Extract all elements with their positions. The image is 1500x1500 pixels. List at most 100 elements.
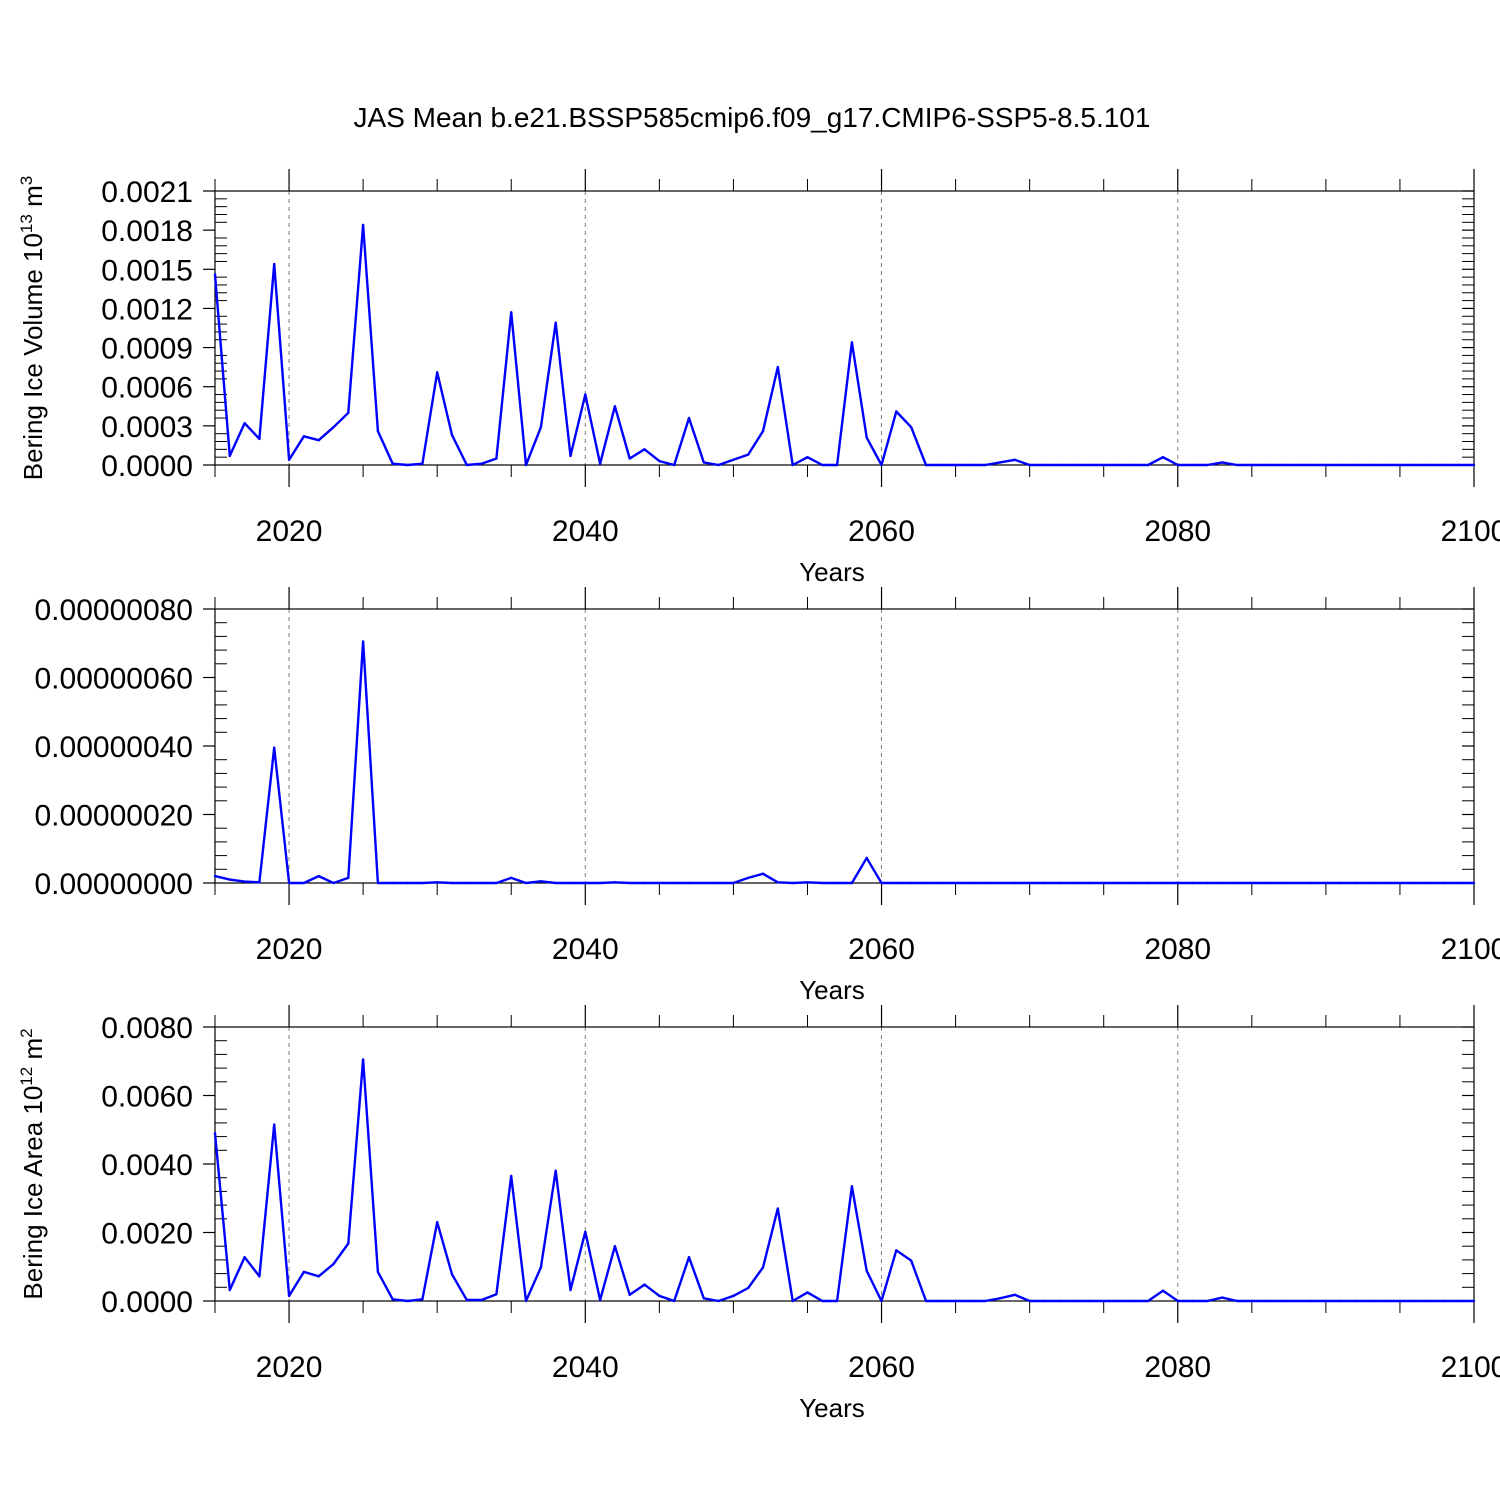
data-point	[732, 881, 735, 885]
y-axis-label: Bering Ice Area 1012 m2	[17, 1028, 48, 1299]
data-point	[658, 881, 661, 885]
data-point	[969, 1299, 972, 1303]
data-point	[1161, 1289, 1165, 1292]
data-point	[1472, 881, 1476, 885]
data-point	[1072, 463, 1076, 467]
data-point	[421, 881, 424, 885]
data-point	[1221, 1296, 1224, 1299]
data-point	[1383, 1299, 1387, 1303]
x-tick-label: 2020	[256, 515, 323, 548]
data-point	[465, 463, 468, 467]
data-point	[761, 1266, 765, 1269]
data-point	[1369, 881, 1372, 885]
data-point	[939, 463, 942, 467]
data-point	[406, 1299, 409, 1303]
data-point	[1191, 1299, 1194, 1303]
data-point	[984, 1299, 987, 1303]
data-point	[287, 1294, 291, 1298]
data-point	[613, 881, 617, 884]
data-point	[465, 1298, 468, 1302]
panels: 0.0000 0.0003 0.0006 0.0009 0.0012 0.0015 0.00…	[17, 169, 1500, 1423]
data-point	[1117, 463, 1120, 467]
data-point	[1102, 463, 1105, 467]
data-point	[1058, 463, 1061, 467]
data-point	[480, 881, 483, 885]
data-point	[450, 433, 454, 437]
data-point	[1324, 463, 1328, 467]
data-point	[1443, 881, 1446, 885]
data-point	[554, 1169, 557, 1173]
data-point	[1013, 881, 1017, 885]
data-point	[628, 1293, 631, 1297]
data-point	[1102, 1299, 1105, 1303]
data-point	[954, 881, 957, 885]
data-point	[347, 1242, 350, 1245]
data-point	[1339, 1299, 1342, 1303]
data-point	[391, 881, 394, 885]
data-point	[1309, 881, 1313, 885]
data-point	[1221, 461, 1224, 464]
data-point	[1102, 881, 1105, 885]
y-tick-label: 0.0000	[101, 1286, 193, 1319]
y-tick-label: 0.00000060	[35, 663, 194, 696]
data-point	[258, 881, 261, 884]
data-point	[1206, 881, 1209, 885]
y-axis-label: Bering Ice Volume 1013 m3	[17, 176, 48, 480]
data-point	[465, 881, 468, 885]
figure-title: JAS Mean b.e21.BSSP585cmip6.f09_g17.CMIP…	[354, 102, 1151, 133]
data-point	[1383, 463, 1387, 467]
data-point	[524, 881, 528, 885]
y-tick-label: 0.0021	[101, 176, 193, 209]
data-point	[1398, 1299, 1402, 1303]
data-point	[643, 448, 646, 451]
data-point	[732, 458, 735, 461]
data-point	[672, 881, 676, 885]
data-point	[998, 881, 1002, 885]
data-point	[1309, 1299, 1313, 1303]
data-point	[495, 457, 498, 460]
data-point	[1117, 881, 1120, 885]
data-point	[924, 1299, 928, 1303]
data-point	[1413, 463, 1416, 467]
data-point	[969, 463, 972, 467]
chart-panel-1: 0.0000 0.0003 0.0006 0.0009 0.0012 0.0015 0.00…	[17, 169, 1500, 587]
data-point	[258, 1275, 261, 1278]
data-point	[1265, 463, 1268, 467]
data-point	[835, 463, 839, 467]
data-point	[1087, 1299, 1091, 1303]
data-point	[376, 429, 380, 433]
data-point	[1087, 463, 1091, 467]
data-point	[287, 458, 291, 461]
y-tick-label: 0.0060	[101, 1081, 193, 1114]
data-point	[747, 876, 750, 880]
data-point	[880, 881, 883, 885]
data-point	[539, 425, 543, 429]
data-point	[213, 874, 217, 878]
data-point	[435, 1221, 439, 1224]
data-point	[376, 881, 380, 885]
data-point	[495, 1292, 498, 1296]
data-point	[228, 454, 232, 458]
data-point	[835, 881, 839, 885]
data-point	[717, 463, 720, 467]
y-tick-label: 0.0006	[101, 372, 193, 405]
data-point	[1457, 881, 1461, 885]
data-point	[406, 881, 409, 885]
data-point	[1206, 463, 1209, 467]
data-point	[332, 425, 335, 429]
data-point	[791, 463, 794, 467]
x-tick-label: 2060	[848, 933, 915, 966]
data-point	[539, 880, 543, 883]
x-tick-label: 2020	[256, 1351, 323, 1384]
plot-frame	[214, 608, 1475, 884]
data-point	[909, 881, 913, 885]
data-point	[865, 856, 868, 860]
series-line	[213, 1058, 1474, 1303]
data-point	[228, 1288, 232, 1292]
data-point	[1324, 881, 1328, 885]
data-point	[776, 1207, 780, 1210]
data-point	[732, 1294, 735, 1298]
data-point	[598, 1298, 602, 1302]
data-point	[1043, 1299, 1046, 1303]
data-point	[1413, 1299, 1416, 1303]
